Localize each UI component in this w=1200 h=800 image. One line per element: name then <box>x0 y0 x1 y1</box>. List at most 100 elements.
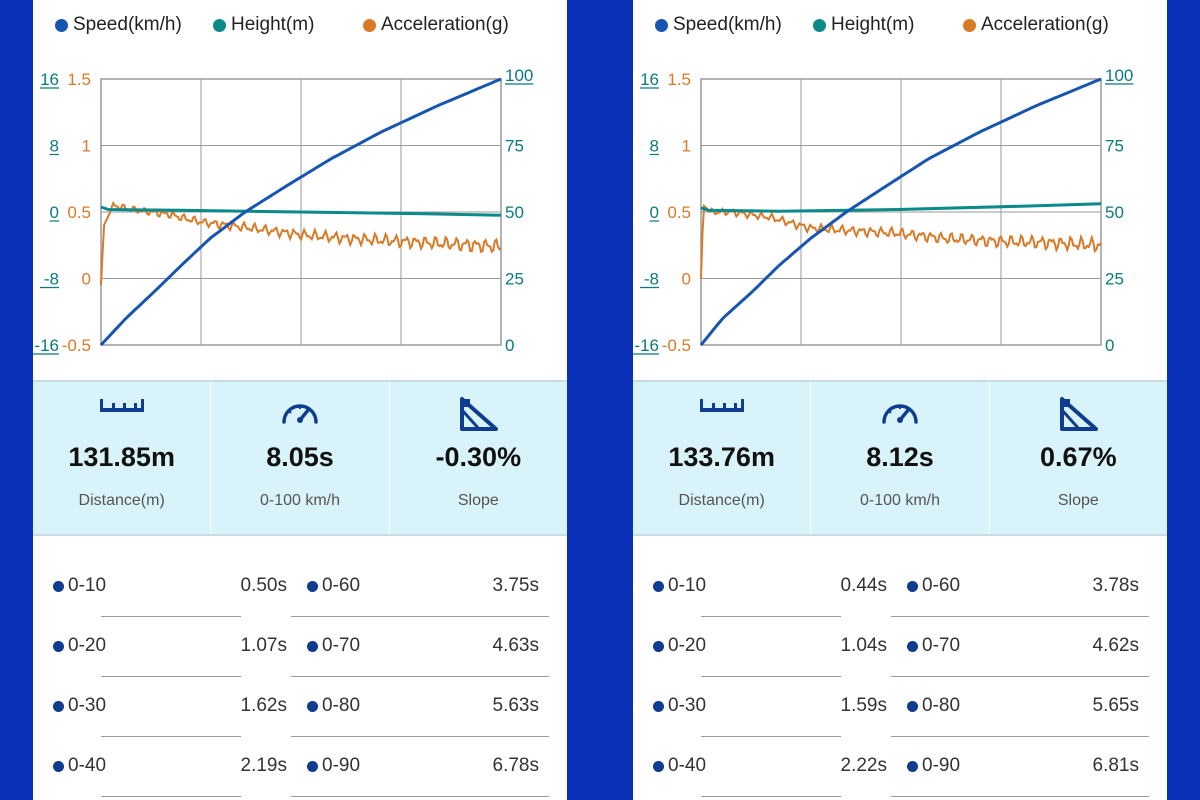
bullet-icon <box>907 760 918 772</box>
legend-speed-label: Speed(km/h) <box>73 14 182 35</box>
split-time-a: 1.59s <box>840 695 887 716</box>
split-time-a: 2.19s <box>240 755 287 776</box>
speedometer-icon <box>882 404 918 424</box>
speed-tick-label: 0 <box>1105 336 1114 355</box>
speed-line <box>99 77 502 347</box>
chart-legend: Speed(km/h) Height(m) Acceleration(g) <box>33 14 567 44</box>
accel-tick-label: 0 <box>682 270 691 289</box>
accel-tick-label: -0.5 <box>62 336 91 355</box>
run-chart[interactable]: 16 1.5 100 8 1 75 0 0.5 50 -8 0 25 -16 -0.5 0 <box>633 55 1167 355</box>
stat-acceleration-time: 8.12s 0-100 km/h <box>810 382 988 534</box>
split-time-a: 2.22s <box>840 755 887 776</box>
legend-height-label: Height(m) <box>831 14 915 35</box>
split-label-a: 0-10 <box>653 575 706 597</box>
height-line <box>700 202 1102 213</box>
split-time-a: 1.62s <box>240 695 287 716</box>
distance-value: 131.85m <box>68 442 175 472</box>
accel-tick-label: 0.5 <box>667 203 691 222</box>
acceleration-dot-icon <box>363 18 376 32</box>
legend-acceleration-label: Acceleration(g) <box>981 14 1109 35</box>
legend-height[interactable]: Height(m) <box>813 14 914 36</box>
row-divider <box>101 616 241 617</box>
split-label-b: 0-70 <box>907 635 960 657</box>
acceleration-line <box>100 200 502 286</box>
speed-dot-icon <box>55 18 68 32</box>
split-time-b: 3.75s <box>492 575 539 596</box>
row-divider <box>701 796 841 797</box>
split-time-b: 5.63s <box>492 695 539 716</box>
result-panel-left: Speed(km/h) Height(m) Acceleration(g) 16… <box>33 0 567 800</box>
bullet-icon <box>53 760 64 772</box>
split-time-b: 6.81s <box>1092 755 1139 776</box>
legend-speed[interactable]: Speed(km/h) <box>55 14 182 36</box>
split-label-b: 0-90 <box>907 755 960 777</box>
speed-tick-label: 100 <box>1105 66 1133 85</box>
height-tick-label: 16 <box>40 70 59 89</box>
speed-line <box>699 77 1102 346</box>
split-label-a: 0-30 <box>53 695 106 717</box>
speed-tick-label: 100 <box>505 66 533 85</box>
acceleration-dot-icon <box>963 18 976 32</box>
chart-ticks: 16 1.5 100 8 1 75 0 0.5 50 -8 0 25 -16 -0.5 0 <box>33 66 534 355</box>
speed-tick-label: 75 <box>505 137 524 156</box>
split-time-a: 0.44s <box>840 575 887 596</box>
height-tick-label: -8 <box>644 270 659 289</box>
row-divider <box>891 796 1149 797</box>
bullet-icon <box>907 580 918 592</box>
bullet-icon <box>53 700 64 712</box>
split-row: 0-30 1.59s 0-80 5.65s <box>633 675 1167 737</box>
split-row: 0-20 1.07s 0-70 4.63s <box>33 615 567 677</box>
ruler-icon <box>99 399 144 412</box>
height-dot-icon <box>213 18 226 32</box>
split-row: 0-20 1.04s 0-70 4.62s <box>633 615 1167 677</box>
accel-tick-label: -0.5 <box>662 336 691 355</box>
height-tick-label: 8 <box>50 137 59 156</box>
bullet-icon <box>53 640 64 652</box>
legend-speed[interactable]: Speed(km/h) <box>655 14 782 36</box>
bullet-icon <box>907 700 918 712</box>
row-divider <box>291 796 549 797</box>
row-divider <box>101 676 241 677</box>
split-label-b: 0-60 <box>307 575 360 597</box>
split-label-a: 0-30 <box>653 695 706 717</box>
row-divider <box>291 616 549 617</box>
speed-tick-label: 25 <box>1105 270 1124 289</box>
height-tick-label: 0 <box>650 203 659 222</box>
bullet-icon <box>307 580 318 592</box>
speed-tick-label: 75 <box>1105 137 1124 156</box>
run-chart[interactable]: 16 1.5 100 8 1 75 0 0.5 50 -8 0 25 -16 -0.5 0 <box>33 55 567 355</box>
height-tick-label: -16 <box>34 336 59 355</box>
split-row: 0-40 2.19s 0-90 6.78s <box>33 735 567 797</box>
bullet-icon <box>53 580 64 592</box>
accel-tick-label: 1 <box>82 137 91 156</box>
stats-bar: 133.76m Distance(m) 8.12s 0-100 km/h 0.6… <box>633 380 1167 536</box>
bullet-icon <box>307 700 318 712</box>
split-row: 0-10 0.44s 0-60 3.78s <box>633 555 1167 617</box>
distance-label: Distance(m) <box>678 492 765 509</box>
speedometer-icon <box>282 404 318 424</box>
legend-acceleration[interactable]: Acceleration(g) <box>363 14 509 36</box>
row-divider <box>701 676 841 677</box>
split-label-a: 0-40 <box>653 755 706 777</box>
split-time-b: 4.62s <box>1092 635 1139 656</box>
split-time-b: 5.65s <box>1092 695 1139 716</box>
time-value: 8.05s <box>266 442 334 472</box>
accel-tick-label: 0 <box>82 270 91 289</box>
accel-tick-label: 1.5 <box>67 70 91 89</box>
stat-distance: 131.85m Distance(m) <box>33 382 210 534</box>
split-row: 0-10 0.50s 0-60 3.75s <box>33 555 567 617</box>
bullet-icon <box>653 700 664 712</box>
legend-acceleration[interactable]: Acceleration(g) <box>963 14 1109 36</box>
legend-height[interactable]: Height(m) <box>213 14 314 36</box>
distance-label: Distance(m) <box>78 492 165 509</box>
split-time-a: 0.50s <box>240 575 287 596</box>
height-line <box>100 205 502 217</box>
chart-ticks: 16 1.5 100 8 1 75 0 0.5 50 -8 0 25 -16 -0.5 0 <box>633 66 1134 355</box>
split-row: 0-30 1.62s 0-80 5.63s <box>33 675 567 737</box>
chart-legend: Speed(km/h) Height(m) Acceleration(g) <box>633 14 1167 44</box>
split-label-a: 0-10 <box>53 575 106 597</box>
height-tick-label: -8 <box>44 270 59 289</box>
split-time-b: 3.78s <box>1092 575 1139 596</box>
accel-tick-label: 1.5 <box>667 70 691 89</box>
row-divider <box>291 676 549 677</box>
